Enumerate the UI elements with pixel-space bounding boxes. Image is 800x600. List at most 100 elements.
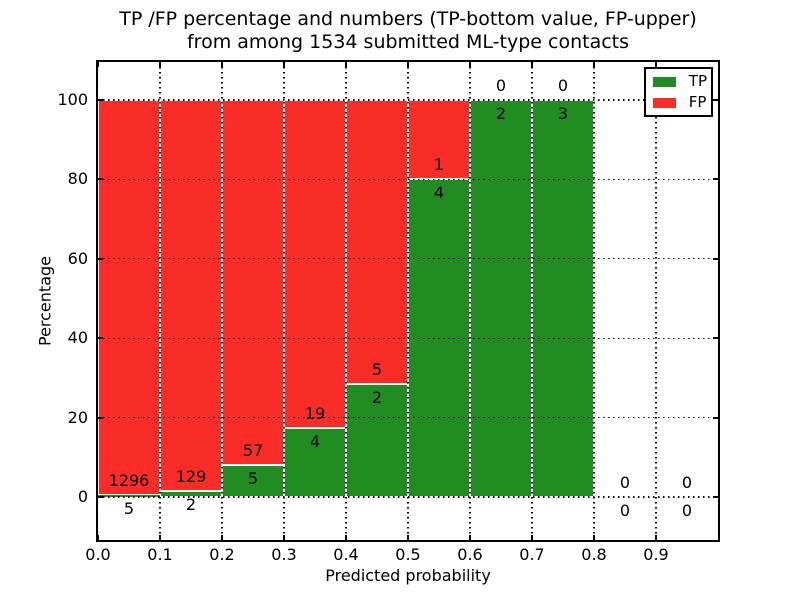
x-tick-bottom-0.5 (407, 535, 409, 540)
label-tp-count-0.6-0.7: 2 (495, 104, 507, 123)
x-tick-top-0.9 (655, 62, 657, 67)
y-tick-label-100: 100 (57, 90, 88, 109)
x-tick-label-0.3: 0.3 (271, 545, 297, 564)
x-tick-top-0.8 (593, 62, 595, 67)
gridline-x-0.3 (283, 62, 285, 540)
y-tick-left-20 (98, 416, 103, 419)
x-tick-top-0.4 (345, 62, 347, 67)
x-tick-label-0.0: 0.0 (85, 545, 111, 564)
label-fp-count-0.7-0.8: 0 (557, 76, 569, 95)
label-tp-count-0.7-0.8: 3 (557, 104, 569, 123)
y-tick-right-80 (713, 178, 718, 181)
bar-fp-0.3-0.4 (284, 100, 346, 428)
bar-fp-0-0.1 (98, 100, 160, 496)
chart-title-line-1: TP /FP percentage and numbers (TP-bottom… (119, 8, 697, 30)
x-tick-bottom-0.7 (531, 535, 533, 540)
y-tick-label-0: 0 (77, 487, 88, 506)
x-tick-bottom-0.6 (469, 535, 471, 540)
bar-fp-0.1-0.2 (160, 100, 222, 491)
x-tick-bottom-0.2 (221, 535, 223, 540)
plot-content: TP FP 1296 5 129 2 57 5 19 4 5 2 1 4 0 2 0 3 0 0 0 0 (97, 62, 718, 540)
y-tick-label-80: 80 (67, 169, 88, 189)
x-tick-top-0.1 (159, 62, 161, 67)
label-fp-count-0.8-0.9: 0 (619, 473, 631, 492)
label-tp-count-0.1-0.2: 2 (185, 494, 197, 514)
legend-item-fp: FP (652, 93, 707, 111)
bar-fp-0.4-0.5 (346, 100, 408, 384)
bar-tp-0.4-0.5 (346, 383, 408, 497)
gridline-x-0.1 (159, 62, 161, 540)
bar-tp-0.6-0.7 (470, 100, 532, 497)
x-tick-label-0.4: 0.4 (333, 545, 359, 564)
label-tp-count-0.5-0.6: 4 (433, 183, 445, 203)
x-tick-label-0.1: 0.1 (147, 545, 173, 564)
bar-tp-0-0.1 (98, 495, 160, 497)
x-tick-top-0.5 (407, 62, 409, 67)
y-tick-left-40 (98, 337, 103, 340)
label-fp-count-0-0.1: 1296 (108, 471, 150, 491)
label-fp-count-0.2-0.3: 57 (242, 440, 264, 460)
gridline-x-0.4 (345, 62, 347, 540)
y-tick-right-0 (713, 496, 718, 498)
y-tick-right-20 (713, 416, 718, 419)
label-tp-count-0-0.1: 5 (123, 499, 135, 519)
bar-fp-0.2-0.3 (222, 100, 284, 465)
x-tick-bottom-0.1 (159, 535, 161, 540)
label-tp-count-0.3-0.4: 4 (309, 431, 321, 451)
y-tick-label-20: 20 (67, 407, 88, 427)
y-tick-left-60 (98, 257, 103, 260)
label-tp-count-0.8-0.9: 0 (619, 501, 631, 520)
gridline-x-0.7 (531, 62, 533, 540)
x-tick-bottom-0.9 (655, 535, 657, 540)
label-tp-count-0.4-0.5: 2 (371, 387, 383, 407)
y-tick-right-100 (713, 99, 718, 101)
legend: TP FP (643, 67, 713, 117)
gridline-x-0.2 (221, 62, 223, 540)
tp-color-swatch (652, 76, 676, 87)
x-tick-top-0.0 (97, 62, 99, 67)
x-tick-top-0.2 (221, 62, 223, 67)
x-tick-label-0.5: 0.5 (395, 545, 421, 564)
plot-area: TP FP 1296 5 129 2 57 5 19 4 5 2 1 4 0 2 0 3 0 0 0 0 (96, 60, 720, 542)
legend-item-tp: TP (652, 72, 707, 90)
x-tick-top-0.3 (283, 62, 285, 67)
legend-label-tp: TP (688, 72, 707, 90)
chart-title: TP /FP percentage and numbers (TP-bottom… (98, 8, 718, 54)
chart-title-line-2: from among 1534 submitted ML-type contac… (186, 31, 630, 53)
label-fp-count-0.5-0.6: 1 (433, 155, 445, 175)
y-tick-label-60: 60 (67, 248, 88, 268)
label-fp-count-0.3-0.4: 19 (304, 403, 326, 423)
x-tick-bottom-0.3 (283, 535, 285, 540)
x-tick-label-0.2: 0.2 (209, 545, 235, 564)
fp-color-swatch (652, 97, 676, 108)
x-tick-bottom-0.8 (593, 535, 595, 540)
y-tick-right-60 (713, 257, 718, 260)
label-fp-count-0.1-0.2: 129 (175, 466, 207, 486)
label-tp-count-0.9-1: 0 (681, 501, 693, 520)
x-tick-label-0.6: 0.6 (457, 545, 483, 564)
x-tick-top-0.7 (531, 62, 533, 67)
legend-label-fp: FP (688, 93, 707, 111)
gridline-x-0.6 (469, 62, 471, 540)
gridline-x-0.5 (407, 62, 409, 540)
label-fp-count-0.4-0.5: 5 (371, 359, 383, 379)
gridline-x-0.8 (593, 62, 595, 540)
x-tick-label-0.7: 0.7 (519, 545, 545, 564)
x-tick-top-0.6 (469, 62, 471, 67)
x-tick-label-0.8: 0.8 (581, 545, 607, 564)
x-axis-label: Predicted probability (325, 566, 491, 585)
y-tick-left-100 (98, 99, 103, 101)
label-tp-count-0.2-0.3: 5 (247, 468, 259, 488)
x-tick-bottom-0.4 (345, 535, 347, 540)
bar-tp-0.7-0.8 (532, 100, 594, 497)
gridline-x-0.9 (655, 62, 657, 540)
y-tick-left-0 (98, 496, 103, 498)
y-tick-label-40: 40 (67, 328, 88, 348)
x-tick-bottom-0.0 (97, 535, 99, 540)
y-tick-right-40 (713, 337, 718, 340)
label-fp-count-0.6-0.7: 0 (495, 76, 507, 95)
x-tick-label-0.9: 0.9 (643, 545, 669, 564)
y-tick-left-80 (98, 178, 103, 181)
label-fp-count-0.9-1: 0 (681, 473, 693, 492)
